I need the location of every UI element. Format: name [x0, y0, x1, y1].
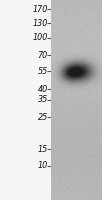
Text: 70: 70: [38, 50, 48, 60]
Text: 10: 10: [38, 162, 48, 170]
Text: 35: 35: [38, 96, 48, 104]
Text: 170: 170: [33, 4, 48, 14]
Text: 55: 55: [38, 66, 48, 75]
Text: 100: 100: [33, 33, 48, 43]
Text: 130: 130: [33, 19, 48, 27]
Text: 40: 40: [38, 85, 48, 94]
Text: 25: 25: [38, 112, 48, 121]
Bar: [0, 0, 51, 200]
Text: 15: 15: [38, 144, 48, 154]
